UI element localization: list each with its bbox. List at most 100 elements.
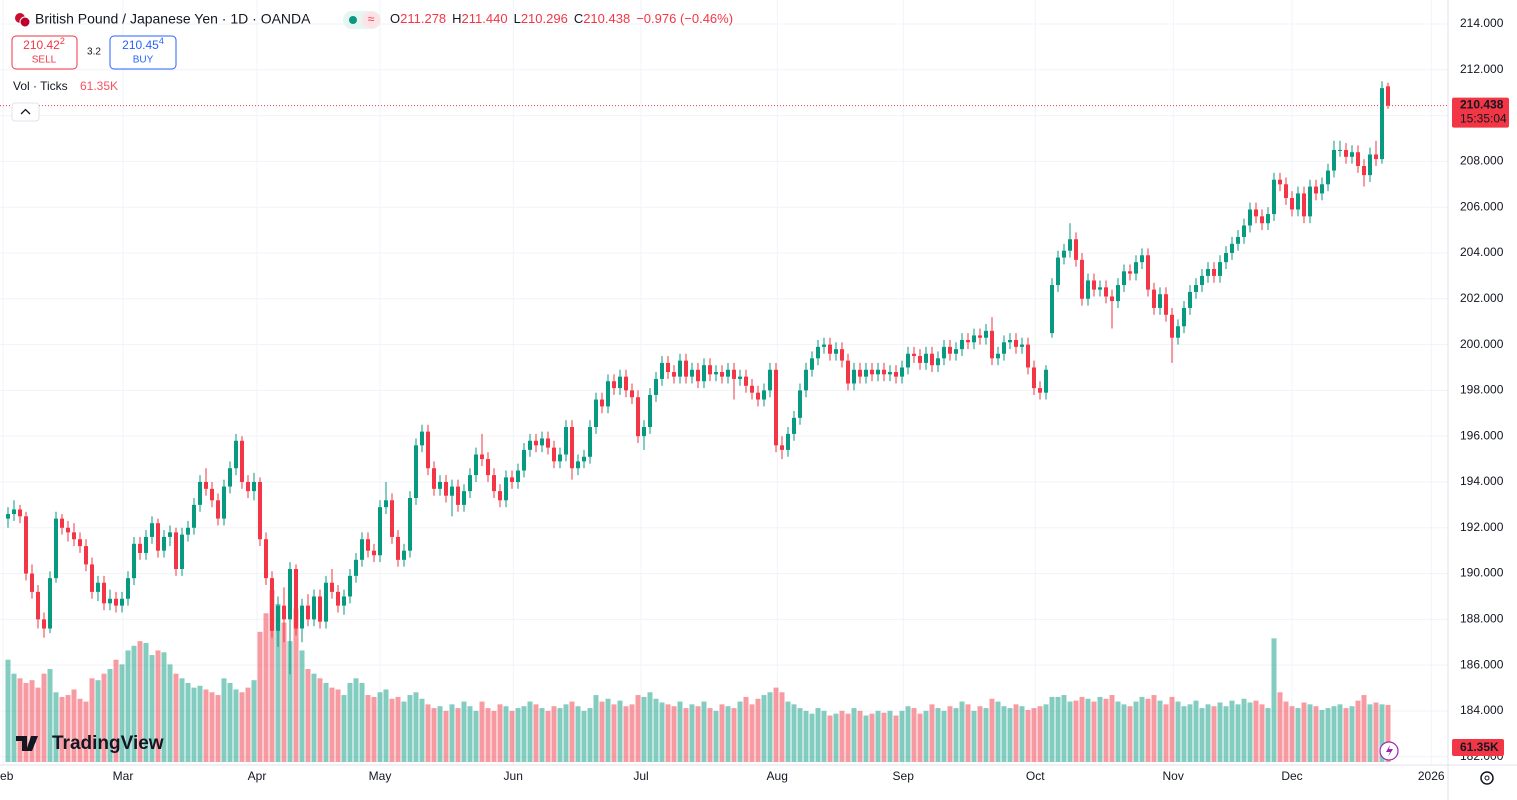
volume-bar	[353, 678, 359, 762]
candle-body	[1019, 344, 1024, 347]
candle-body	[761, 390, 766, 400]
logo-text[interactable]: TradingView	[52, 733, 164, 754]
volume-bar	[1043, 704, 1049, 762]
candle-body	[1259, 216, 1264, 224]
volume-bar	[317, 678, 323, 762]
candle-body	[827, 344, 832, 354]
volume-bar	[1115, 701, 1121, 762]
x-tick-label: Mar	[113, 769, 134, 783]
candle-body	[989, 330, 994, 359]
volume-bar	[803, 710, 809, 762]
candle-body	[707, 365, 712, 375]
volume-bar	[257, 631, 263, 762]
volume-bar	[299, 650, 305, 762]
candle-body	[647, 394, 652, 428]
volume-bar	[1199, 708, 1205, 762]
candle-body	[743, 376, 748, 386]
symbol-title[interactable]: British Pound / Japanese Yen · 1D · OAND…	[35, 11, 311, 27]
sell-label: SELL	[32, 55, 57, 66]
candle-body	[215, 500, 220, 519]
volume-bar	[629, 704, 635, 762]
candle-body	[917, 356, 922, 363]
sell-button[interactable]	[11, 35, 78, 70]
volume-bar	[1073, 700, 1079, 762]
settings-button[interactable]	[1480, 771, 1494, 785]
candle-body	[977, 335, 982, 338]
volume-bar	[419, 698, 425, 762]
candle-body	[791, 417, 796, 434]
volume-bar	[491, 710, 497, 762]
volume-bar	[47, 669, 53, 762]
y-tick-label: 204.000	[1460, 245, 1504, 259]
volume-bar	[89, 678, 95, 762]
volume-bar	[749, 704, 755, 762]
volume-bar	[515, 708, 521, 762]
volume-bar	[1085, 698, 1091, 762]
candle-body	[425, 431, 430, 469]
x-tick-label: May	[369, 769, 392, 783]
collapse-button[interactable]	[11, 102, 40, 122]
y-tick-label: 212.000	[1460, 62, 1504, 76]
volume-bar	[383, 689, 389, 762]
candle-body	[539, 438, 544, 446]
volume-bar	[809, 713, 815, 762]
volume-bar	[107, 669, 113, 762]
settings-icon	[1484, 775, 1490, 781]
volume-bar	[521, 706, 527, 762]
candle-body	[1313, 186, 1318, 194]
volume-bar	[719, 704, 725, 762]
spread: 3.2	[87, 47, 101, 58]
volume-bar	[1205, 704, 1211, 762]
volume-bar	[1295, 708, 1301, 762]
candle-body	[1091, 280, 1096, 290]
volume-bar	[791, 704, 797, 762]
candle-body	[389, 500, 394, 537]
volume-bar	[1373, 702, 1379, 762]
volume-bar	[11, 673, 17, 762]
volume-bar	[1031, 708, 1037, 762]
volume-bar	[509, 710, 515, 762]
candle-body	[515, 470, 520, 482]
candle-body	[485, 459, 490, 476]
volume-bar	[989, 698, 995, 762]
volume-tag	[1452, 739, 1504, 756]
volume-bar	[77, 698, 83, 762]
volume-bar	[251, 680, 257, 762]
candle-body	[473, 454, 478, 476]
candle-body	[521, 449, 526, 471]
candle-body	[533, 440, 538, 446]
candle-body	[83, 546, 88, 565]
volume-bar	[191, 687, 197, 762]
candle-body	[815, 346, 820, 359]
volume-bar	[839, 710, 845, 762]
candle-body	[1025, 344, 1030, 368]
volume-bar	[53, 692, 59, 762]
y-tick-label: 184.000	[1460, 703, 1504, 717]
candle-body	[305, 605, 310, 620]
volume-bar	[965, 704, 971, 762]
candle-body	[1103, 287, 1108, 297]
candle-body	[449, 486, 454, 496]
volume-bar	[755, 698, 761, 762]
header: British Pound / Japanese Yen · 1D · OAND…	[11, 11, 733, 122]
candle-body	[1349, 152, 1354, 157]
ohlc-value: 211.440	[462, 11, 508, 26]
volume-bar	[347, 682, 353, 762]
y-tick-label: 200.000	[1460, 337, 1504, 351]
candle-body	[137, 543, 142, 553]
candle-body	[725, 369, 730, 377]
volume-bar	[221, 678, 227, 762]
collapse-icon	[20, 108, 31, 115]
volume-bar	[467, 706, 473, 762]
volume-bar	[701, 701, 707, 762]
volume-bar	[665, 704, 671, 762]
volume-bar	[371, 696, 377, 762]
volume-bar	[65, 695, 71, 762]
volume-bar	[395, 696, 401, 762]
x-tick-label: Jul	[633, 769, 648, 783]
candle-body	[875, 369, 880, 375]
y-tick-label: 206.000	[1460, 199, 1504, 213]
buy-button[interactable]	[109, 35, 177, 70]
candle-body	[239, 440, 244, 482]
candle-body	[407, 498, 412, 551]
